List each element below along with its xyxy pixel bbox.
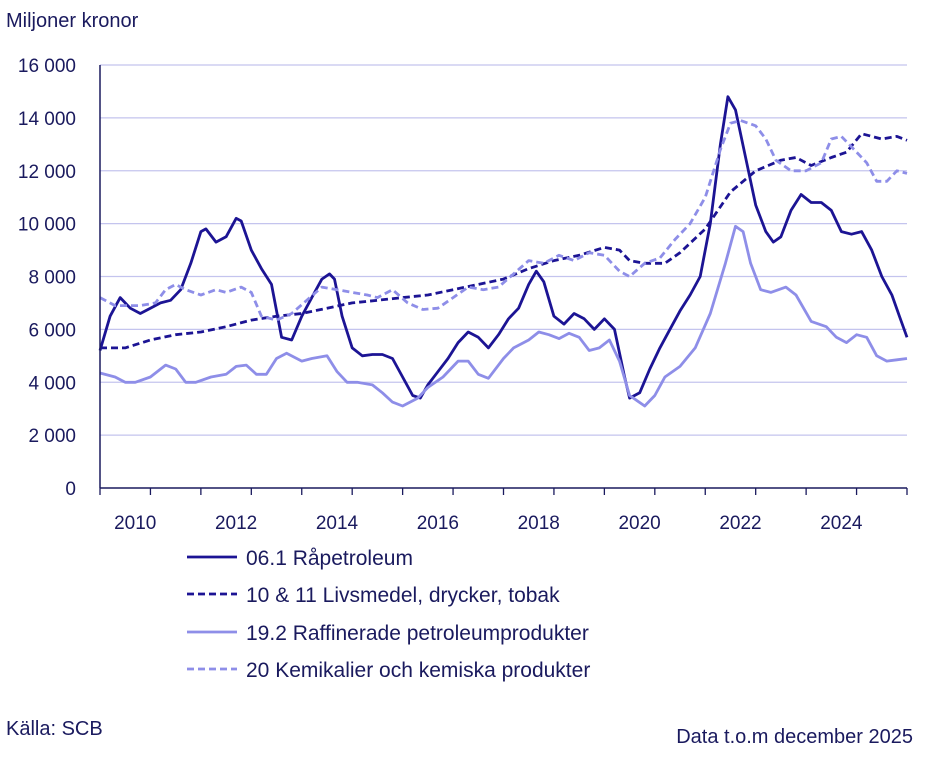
- legend-label-4: 20 Kemikalier och kemiska produkter: [246, 659, 590, 682]
- y-tick-label: 16 000: [18, 56, 76, 77]
- y-tick-label: 4 000: [28, 373, 76, 394]
- y-tick-label: 2 000: [28, 426, 76, 447]
- series-line-3: [99, 224, 908, 408]
- x-tick-label: 2020: [618, 513, 660, 534]
- x-tick-label: 2024: [820, 513, 863, 534]
- x-tick-label: 2018: [518, 513, 560, 534]
- y-tick-label: 12 000: [18, 162, 76, 183]
- x-tick-label: 2022: [719, 513, 761, 534]
- legend-label-3: 19.2 Raffinerade petroleumprodukter: [246, 622, 589, 645]
- series-line-1: [98, 95, 909, 400]
- y-axis-title: Miljoner kronor: [6, 10, 139, 32]
- x-tick-label: 2014: [316, 513, 359, 534]
- y-tick-label: 8 000: [28, 268, 76, 289]
- legend-label-2: 10 & 11 Livsmedel, drycker, tobak: [246, 584, 560, 607]
- y-tick-label: 0: [65, 479, 76, 500]
- y-tick-label: 14 000: [18, 109, 76, 130]
- legend-label-1: 06.1 Råpetroleum: [246, 547, 413, 570]
- series-layer: [98, 95, 909, 408]
- x-tick-label: 2016: [417, 513, 459, 534]
- axis-layer: 0 2 000 4 000 6 000 8 000 10 000 12 000 14 000 1…: [18, 56, 908, 534]
- grid-layer: [100, 64, 907, 436]
- x-tick-label: 2010: [114, 513, 156, 534]
- y-tick-label: 10 000: [18, 215, 76, 236]
- series-line-4: [99, 119, 908, 322]
- series-line-2: [100, 132, 908, 350]
- data-coverage-note: Data t.o.m december 2025: [676, 726, 913, 748]
- x-tick-label: 2012: [215, 513, 257, 534]
- y-tick-label: 6 000: [28, 320, 76, 341]
- source-note: Källa: SCB: [6, 718, 103, 740]
- legend: 06.1 Råpetroleum 10 & 11 Livsmedel, dryck…: [187, 547, 590, 682]
